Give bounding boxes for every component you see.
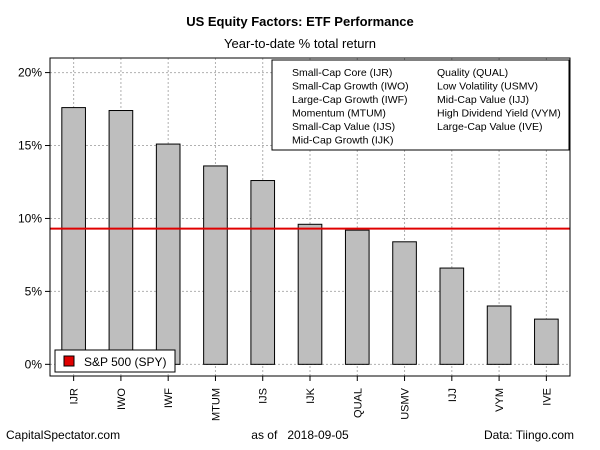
legend-item: Small-Cap Growth (IWO) bbox=[292, 81, 409, 93]
legend-item: High Dividend Yield (VYM) bbox=[437, 108, 561, 120]
x-tick-label: USMV bbox=[400, 387, 412, 419]
x-tick-label: IVE bbox=[541, 388, 553, 406]
x-tick-label: VYM bbox=[494, 388, 506, 412]
y-tick-label: 20% bbox=[18, 66, 42, 80]
x-axis: IJR IWO IWF MTUM IJS IJK QUAL USMV IJJ VYM IVE bbox=[69, 376, 553, 421]
legend-item: Small-Cap Value (IJS) bbox=[292, 121, 395, 133]
y-axis: 0% 5% 10% 15% 20% bbox=[18, 66, 50, 371]
legend-item: Low Volatility (USMV) bbox=[437, 81, 538, 93]
bar-ijr bbox=[61, 107, 86, 365]
legend-item: Mid-Cap Growth (IJK) bbox=[292, 135, 394, 147]
bar-ijs bbox=[250, 180, 276, 365]
y-tick-label: 5% bbox=[25, 284, 43, 298]
y-tick-label: 15% bbox=[18, 139, 42, 153]
bar-iwf bbox=[155, 143, 181, 365]
footer-date-value: 2018-09-05 bbox=[287, 428, 349, 442]
x-tick-label: IWO bbox=[116, 388, 128, 410]
legend-item: Large-Cap Value (IVE) bbox=[437, 121, 542, 133]
legend-item: Momentum (MTUM) bbox=[292, 108, 386, 120]
x-tick-label: IWF bbox=[163, 388, 175, 408]
x-tick-label: IJK bbox=[305, 387, 317, 404]
reference-legend-label: S&P 500 (SPY) bbox=[84, 355, 167, 369]
x-tick-label: IJS bbox=[258, 388, 270, 404]
footer-date: as of 2018-09-05 bbox=[0, 428, 600, 442]
bar-ijj bbox=[439, 267, 465, 365]
x-tick-label: MTUM bbox=[210, 388, 222, 421]
bar-iwo bbox=[108, 110, 134, 365]
bar-ijk bbox=[297, 223, 323, 365]
reference-legend-swatch bbox=[63, 355, 75, 367]
legend-items: Small-Cap Core (IJR) Small-Cap Growth (IW… bbox=[292, 67, 561, 147]
x-tick-label: IJR bbox=[69, 388, 81, 405]
bar-usmv bbox=[392, 241, 417, 365]
chart-subtitle: Year-to-date % total return bbox=[224, 36, 376, 51]
legend-item: Large-Cap Growth (IWF) bbox=[292, 94, 408, 106]
bar-ive bbox=[534, 318, 559, 365]
x-tick-label: QUAL bbox=[352, 388, 364, 418]
bar-qual bbox=[344, 229, 370, 365]
legend-frame bbox=[271, 59, 570, 151]
legend-item: Mid-Cap Value (IJJ) bbox=[437, 94, 529, 106]
reference-legend-frame bbox=[54, 349, 176, 373]
reference-legend: S&P 500 (SPY) bbox=[54, 349, 176, 373]
footer-date-prefix: as of bbox=[251, 428, 278, 442]
bar-vym bbox=[486, 305, 512, 365]
legend: Small-Cap Core (IJR) Small-Cap Growth (IW… bbox=[271, 59, 570, 151]
legend-item: Quality (QUAL) bbox=[437, 67, 508, 79]
x-tick-label: IJJ bbox=[447, 388, 459, 402]
y-tick-label: 0% bbox=[25, 357, 43, 371]
legend-item: Small-Cap Core (IJR) bbox=[292, 67, 392, 79]
footer-data-source: Data: Tiingo.com bbox=[483, 428, 574, 442]
bar-mtum bbox=[203, 165, 228, 365]
footer-source-site: CapitalSpectator.com bbox=[6, 428, 121, 442]
y-tick-label: 10% bbox=[18, 211, 42, 225]
chart-title: US Equity Factors: ETF Performance bbox=[186, 14, 414, 29]
